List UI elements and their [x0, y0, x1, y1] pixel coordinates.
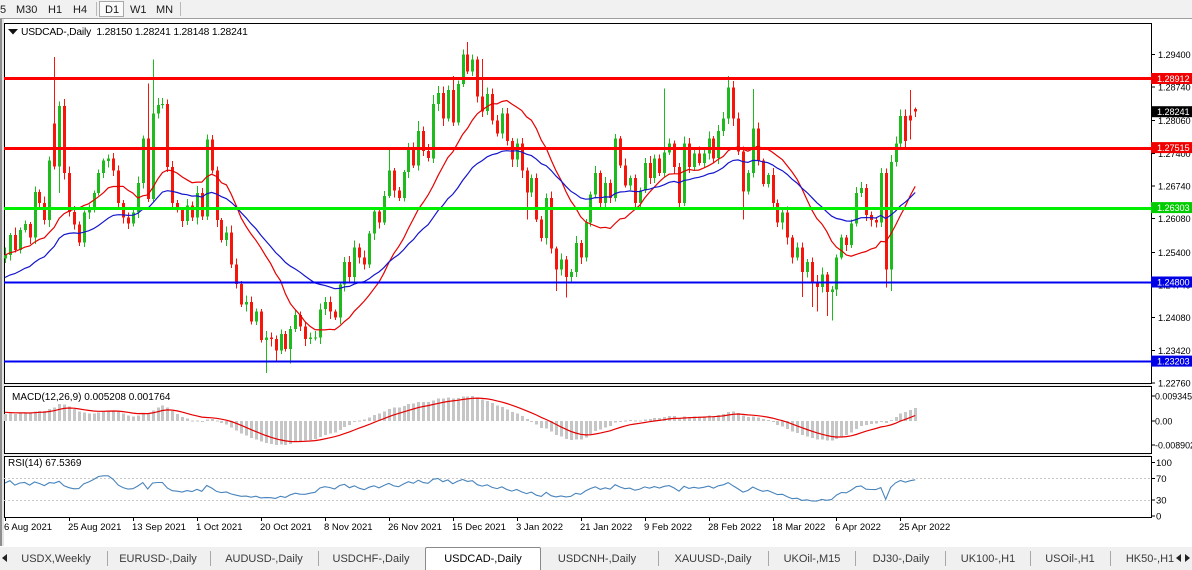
svg-text:25 Aug 2021: 25 Aug 2021 [68, 522, 121, 533]
svg-text:0.009345: 0.009345 [1155, 391, 1192, 401]
svg-text:20 Oct 2021: 20 Oct 2021 [260, 522, 312, 533]
svg-text:USDCAD-,Daily 1.28150 1.28241: USDCAD-,Daily 1.28150 1.28241 1.28148 1.… [21, 27, 248, 38]
svg-text:H4: H4 [73, 4, 87, 16]
svg-text:AUDUSD-,Daily: AUDUSD-,Daily [225, 553, 303, 565]
svg-text:1.24080: 1.24080 [1158, 313, 1191, 323]
svg-text:1.27515: 1.27515 [1157, 143, 1190, 153]
svg-text:USDCAD-,Daily: USDCAD-,Daily [444, 553, 522, 565]
svg-text:18 Mar 2022: 18 Mar 2022 [772, 522, 825, 533]
svg-text:1.23420: 1.23420 [1158, 346, 1191, 356]
svg-text:1.22760: 1.22760 [1158, 379, 1191, 389]
svg-text:15 Dec 2021: 15 Dec 2021 [452, 522, 506, 533]
svg-text:6 Apr 2022: 6 Apr 2022 [835, 522, 881, 533]
svg-text:USOil-,H1: USOil-,H1 [1045, 553, 1095, 565]
svg-text:UK100-,H1: UK100-,H1 [961, 553, 1015, 565]
svg-text:M30: M30 [16, 4, 37, 16]
svg-text:8 Nov 2021: 8 Nov 2021 [324, 522, 373, 533]
svg-text:MN: MN [156, 4, 173, 16]
svg-text:26 Nov 2021: 26 Nov 2021 [388, 522, 442, 533]
svg-text:28 Feb 2022: 28 Feb 2022 [708, 522, 761, 533]
svg-text:6 Aug 2021: 6 Aug 2021 [4, 522, 52, 533]
svg-text:D1: D1 [105, 4, 119, 16]
svg-text:MACD(12,26,9) 0.005208 0.00176: MACD(12,26,9) 0.005208 0.001764 [12, 392, 171, 403]
svg-text:1.28060: 1.28060 [1158, 116, 1191, 126]
svg-text:W1: W1 [130, 4, 147, 16]
svg-text:H1: H1 [48, 4, 62, 16]
svg-text:USDCHF-,Daily: USDCHF-,Daily [333, 553, 411, 565]
svg-text:HK50-,H1: HK50-,H1 [1126, 553, 1174, 565]
svg-text:-0.008902: -0.008902 [1155, 440, 1192, 450]
svg-text:XAUUSD-,Daily: XAUUSD-,Daily [674, 553, 752, 565]
svg-text:13 Sep 2021: 13 Sep 2021 [132, 522, 186, 533]
svg-text:1.23203: 1.23203 [1157, 357, 1190, 367]
svg-text:1.29400: 1.29400 [1158, 50, 1191, 60]
svg-text:EURUSD-,Daily: EURUSD-,Daily [119, 553, 197, 565]
svg-text:1.28241: 1.28241 [1157, 107, 1190, 117]
svg-text:USDX,Weekly: USDX,Weekly [21, 553, 91, 565]
svg-text:USDCNH-,Daily: USDCNH-,Daily [558, 553, 637, 565]
svg-text:1.26740: 1.26740 [1158, 182, 1191, 192]
svg-text:3 Jan 2022: 3 Jan 2022 [516, 522, 563, 533]
svg-text:9 Feb 2022: 9 Feb 2022 [644, 522, 692, 533]
svg-text:5: 5 [0, 4, 6, 16]
svg-text:0: 0 [1156, 512, 1161, 523]
svg-text:1 Oct 2021: 1 Oct 2021 [196, 522, 242, 533]
svg-text:70: 70 [1156, 474, 1167, 485]
svg-text:1.27400: 1.27400 [1158, 149, 1191, 159]
svg-text:1.24800: 1.24800 [1157, 278, 1190, 288]
svg-text:0.00: 0.00 [1155, 417, 1172, 427]
svg-text:1.28740: 1.28740 [1158, 83, 1191, 93]
svg-text:100: 100 [1156, 458, 1172, 469]
svg-text:DJ30-,Daily: DJ30-,Daily [873, 553, 930, 565]
svg-text:UKOil-,M15: UKOil-,M15 [784, 553, 841, 565]
svg-text:1.26080: 1.26080 [1158, 214, 1191, 224]
svg-text:1.28912: 1.28912 [1157, 74, 1190, 84]
svg-text:21 Jan 2022: 21 Jan 2022 [580, 522, 632, 533]
svg-text:1.26303: 1.26303 [1157, 203, 1190, 213]
svg-text:25 Apr 2022: 25 Apr 2022 [899, 522, 950, 533]
svg-text:1.25400: 1.25400 [1158, 248, 1191, 258]
svg-text:RSI(14) 67.5369: RSI(14) 67.5369 [8, 458, 82, 469]
svg-text:30: 30 [1156, 496, 1167, 507]
